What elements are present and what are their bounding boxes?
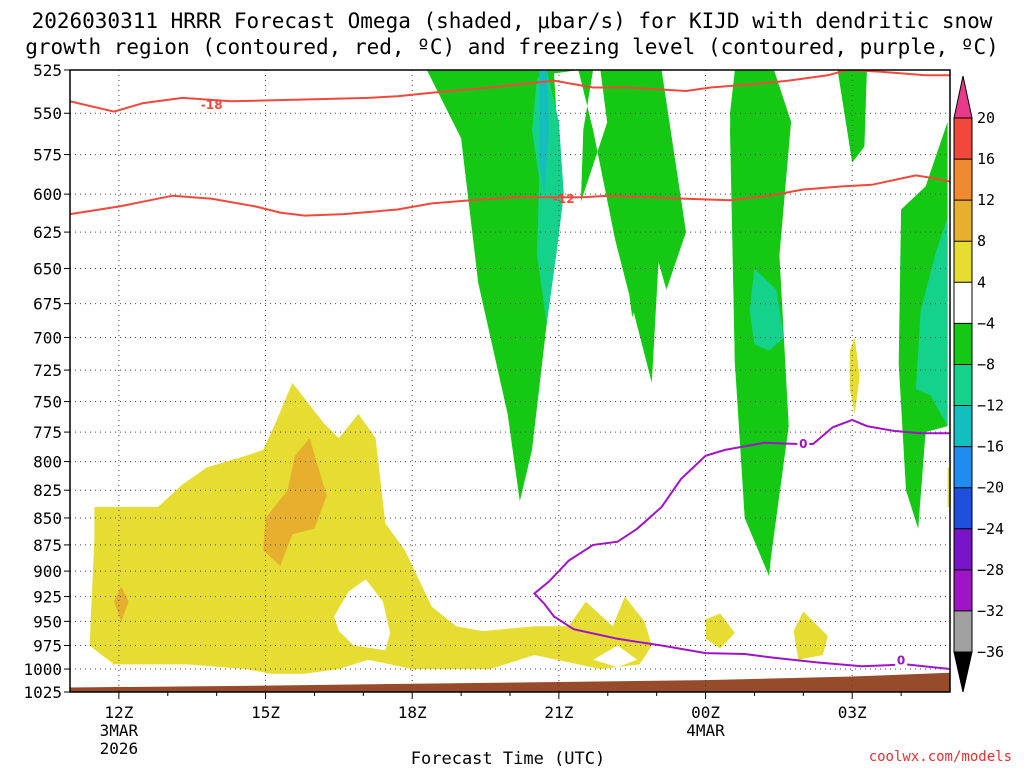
colorbar-label-8: −16: [977, 438, 1004, 456]
y-tick-label-4: 625: [33, 223, 62, 242]
y-tick-label-2: 575: [33, 146, 62, 165]
y-tick-label-20: 1025: [23, 683, 62, 702]
colorbar-segment-9: [954, 487, 972, 529]
y-tick-label-6: 675: [33, 295, 62, 314]
contours: -18 -12 0 0: [70, 70, 950, 670]
y-tick-label-7: 700: [33, 328, 62, 347]
freezing-level-contour: [532, 418, 950, 670]
colorbar-segment-11: [954, 569, 972, 611]
colorbar-segment-0: [954, 118, 972, 160]
omega-region-9: [334, 579, 391, 651]
colorbar-segment-6: [954, 364, 972, 406]
colorbar-segment-2: [954, 200, 972, 242]
colorbar-segment-1: [954, 159, 972, 201]
y-tick-label-18: 975: [33, 637, 62, 656]
axes: 525 550 575 600 625 650 675 700 725 750 775 800 825 8…: [23, 61, 951, 758]
x-tick-sublabel2-0: 2026: [100, 739, 139, 758]
colorbar-label-9: −20: [977, 479, 1004, 497]
colorbar-label-2: 12: [977, 191, 995, 209]
omega-region-5: [749, 268, 784, 351]
omega-region-12: [793, 611, 828, 660]
colorbar-label-7: −12: [977, 397, 1004, 415]
colorbar-label-11: −28: [977, 561, 1004, 579]
colorbar-segment-4: [954, 282, 972, 324]
colorbar-label-13: −36: [977, 643, 1004, 661]
colorbar-label-12: −32: [977, 602, 1004, 620]
y-tick-label-16: 925: [33, 588, 62, 607]
freezing-label-bg-1: [895, 653, 908, 668]
omega-region-8: [89, 382, 652, 674]
x-tick-label-2: 18Z: [398, 703, 427, 722]
omega-region-2: [837, 70, 867, 163]
x-tick-label-4: 00Z: [691, 703, 720, 722]
colorbar-label-4: 4: [977, 273, 986, 291]
colorbar-segment-7: [954, 405, 972, 447]
terrain-surface: [70, 672, 950, 692]
colorbar-label-1: 16: [977, 150, 995, 168]
omega-region-11: [705, 613, 735, 649]
y-tick-label-17: 950: [33, 612, 62, 631]
freezing-level-label-1: 0: [897, 654, 905, 668]
x-tick-label-0: 12Z: [104, 703, 133, 722]
y-tick-label-1: 550: [33, 104, 62, 123]
y-tick-label-13: 850: [33, 509, 62, 528]
y-tick-label-19: 1000: [23, 660, 62, 679]
y-tick-label-11: 800: [33, 453, 62, 472]
omega-region-16: [114, 586, 129, 622]
colorbar-label-0: 20: [977, 109, 995, 127]
freezing-label-bg-0: [797, 436, 810, 451]
x-tick-sublabel1-4: 4MAR: [686, 721, 725, 740]
x-tick-sublabel1-0: 3MAR: [100, 721, 139, 740]
x-tick-label-5: 03Z: [838, 703, 867, 722]
grid: [70, 70, 950, 692]
dgz-contour-label-0: -18: [201, 98, 223, 112]
colorbar-label-3: 8: [977, 232, 986, 250]
dgz-contour-label-1: -12: [553, 192, 575, 206]
colorbar-label-10: −24: [977, 520, 1004, 538]
colorbar-segment-5: [954, 323, 972, 365]
omega-region-15: [263, 438, 327, 566]
freezing-level-label-0: 0: [799, 437, 807, 451]
colorbar-top-triangle: [953, 75, 973, 119]
colorbar-label-6: −8: [977, 355, 995, 373]
chart-title-line2: growth region (contoured, red, ºC) and f…: [25, 35, 999, 59]
y-tick-label-0: 525: [33, 61, 62, 80]
dgz-contour-1: [70, 174, 950, 217]
y-tick-label-12: 825: [33, 481, 62, 500]
colorbar-segment-8: [954, 446, 972, 488]
y-tick-label-10: 775: [33, 423, 62, 442]
x-tick-label-3: 21Z: [544, 703, 573, 722]
chart-title-line1: 2026030311 HRRR Forecast Omega (shaded, …: [32, 9, 993, 33]
y-tick-label-8: 725: [33, 361, 62, 380]
omega-region-13: [849, 337, 860, 414]
colorbar-segment-10: [954, 528, 972, 570]
omega-region-10: [593, 645, 638, 668]
y-tick-label-14: 875: [33, 536, 62, 555]
omega-region-0: [341, 70, 789, 572]
dgz-contour-0: [70, 70, 950, 113]
omega-region-6: [915, 217, 948, 427]
omega-region-7: [539, 70, 550, 195]
y-tick-label-5: 650: [33, 260, 62, 279]
colorbar-bottom-triangle: [953, 651, 973, 693]
x-tick-label-1: 15Z: [251, 703, 280, 722]
colorbar-segment-12: [954, 610, 972, 652]
y-tick-label-3: 600: [33, 185, 62, 204]
y-tick-label-15: 900: [33, 562, 62, 581]
x-axis-title: Forecast Time (UTC): [411, 749, 605, 768]
credit-text: coolwx.com/models: [869, 749, 1012, 765]
colorbar: 20 16 12 8 4 −4 −8 −12 −16 −20 −24 −28 −32 −36: [953, 75, 1004, 693]
colorbar-label-5: −4: [977, 314, 995, 332]
omega-shading: [70, 70, 950, 692]
colorbar-segment-3: [954, 241, 972, 283]
y-tick-label-9: 750: [33, 393, 62, 412]
